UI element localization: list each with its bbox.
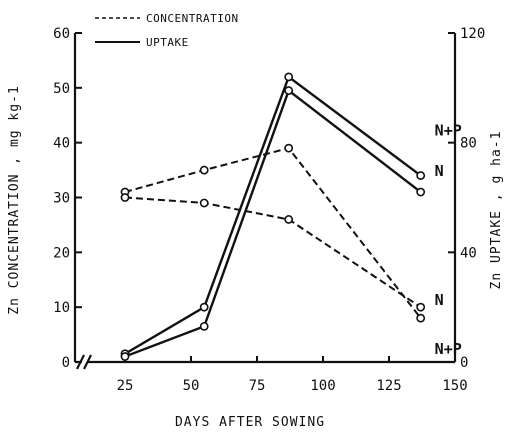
- legend-label-concentration: CONCENTRATION: [146, 12, 239, 25]
- data-point: [284, 143, 294, 153]
- data-point: [199, 302, 209, 312]
- left-y-tick-label: 0: [62, 355, 70, 371]
- legend: CONCENTRATION UPTAKE: [95, 12, 239, 49]
- axes: [73, 33, 457, 370]
- x-tick-label: 150: [442, 378, 467, 394]
- series-end-label: N+P: [435, 340, 462, 358]
- data-point: [120, 193, 130, 202]
- data-point: [120, 352, 130, 361]
- series-end-label: N: [435, 291, 444, 309]
- series-line-concentration-npp: [124, 147, 422, 319]
- data-point: [199, 165, 209, 175]
- right-y-axis-title: Zn UPTAKE , g ha-1: [489, 131, 504, 290]
- x-tick-label: 25: [117, 378, 134, 394]
- right-y-tick-label: 80: [460, 136, 477, 152]
- data-point: [284, 72, 294, 82]
- series-labels: N+P N N N+P: [435, 122, 462, 359]
- left-y-tick-label: 60: [53, 26, 70, 42]
- left-y-tick-label: 40: [53, 136, 70, 152]
- data-point: [284, 86, 294, 95]
- ticks: [75, 32, 456, 363]
- x-tick-label: 100: [310, 378, 335, 394]
- tick-labels: 25 50 75 100 125 150 0 10 20 30 40 50 60 0 40 80 120: [53, 26, 485, 394]
- right-y-tick-label: 0: [460, 355, 468, 371]
- right-y-tick-label: 40: [460, 245, 477, 261]
- series-line-uptake-npp: [124, 74, 422, 355]
- left-y-axis-title: Zn CONCENTRATION , mg kg-1: [7, 85, 22, 315]
- series-end-label: N: [435, 162, 444, 180]
- legend-label-uptake: UPTAKE: [146, 36, 189, 49]
- data-point: [416, 171, 426, 180]
- series-layer: [120, 72, 426, 361]
- left-y-tick-label: 30: [53, 191, 70, 207]
- series-line-uptake-n: [124, 88, 422, 358]
- x-tick-label: 75: [249, 378, 266, 394]
- left-y-tick-label: 50: [53, 81, 70, 97]
- data-point: [199, 321, 209, 331]
- left-y-tick-label: 20: [53, 245, 70, 261]
- series-line-concentration-n: [124, 196, 422, 308]
- data-point: [199, 198, 209, 208]
- data-point: [416, 313, 426, 323]
- data-point: [416, 302, 426, 312]
- x-axis-title: DAYS AFTER SOWING: [175, 415, 325, 430]
- left-y-tick-label: 10: [53, 300, 70, 316]
- x-tick-label: 125: [376, 378, 401, 394]
- x-tick-label: 50: [183, 378, 200, 394]
- right-y-tick-label: 120: [460, 26, 485, 42]
- data-point: [416, 187, 426, 197]
- series-end-label: N+P: [435, 122, 462, 140]
- data-point: [284, 215, 294, 224]
